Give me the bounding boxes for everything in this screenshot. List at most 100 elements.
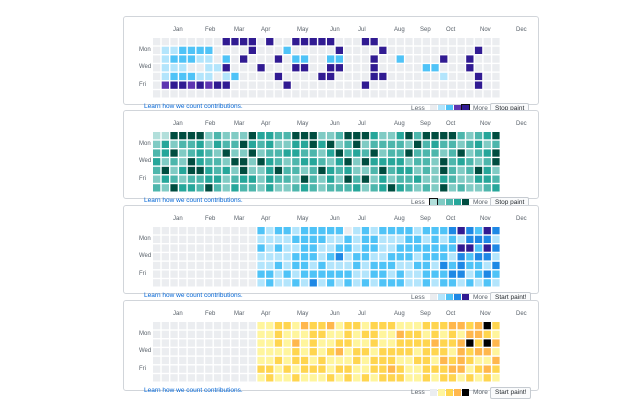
contribution-cell[interactable] [161, 322, 169, 330]
contribution-cell[interactable] [379, 158, 387, 166]
contribution-cell[interactable] [370, 348, 378, 356]
contribution-cell[interactable] [283, 46, 291, 54]
contribution-cell[interactable] [483, 270, 491, 278]
contribution-cell[interactable] [396, 235, 404, 243]
contribution-cell[interactable] [335, 72, 343, 81]
contribution-cell[interactable] [257, 339, 265, 347]
contribution-cell[interactable] [153, 279, 161, 287]
contribution-cell[interactable] [353, 253, 361, 261]
contribution-cell[interactable] [179, 322, 187, 330]
contribution-cell[interactable] [474, 374, 483, 382]
contribution-cell[interactable] [292, 235, 300, 243]
contribution-cell[interactable] [161, 253, 169, 261]
contribution-cell[interactable] [318, 64, 326, 72]
contribution-cell[interactable] [196, 166, 204, 175]
contribution-cell[interactable] [292, 64, 300, 72]
contribution-cell[interactable] [153, 166, 161, 175]
contribution-cell[interactable] [370, 81, 378, 89]
contribution-cell[interactable] [187, 38, 196, 46]
contribution-cell[interactable] [170, 64, 178, 72]
contribution-cell[interactable] [335, 261, 343, 270]
contribution-cell[interactable] [492, 244, 500, 252]
contribution-cell[interactable] [274, 261, 283, 270]
contribution-cell[interactable] [257, 132, 265, 140]
contribution-cell[interactable] [335, 348, 343, 356]
contribution-cell[interactable] [205, 175, 213, 183]
contribution-cell[interactable] [492, 90, 500, 98]
contribution-cell[interactable] [405, 184, 413, 192]
contribution-grid[interactable] [124, 301, 538, 391]
contribution-cell[interactable] [231, 356, 239, 365]
contribution-cell[interactable] [379, 72, 387, 81]
contribution-cell[interactable] [231, 72, 239, 81]
legend-swatch[interactable] [446, 293, 453, 301]
legend-swatch[interactable] [454, 104, 461, 112]
contribution-cell[interactable] [483, 72, 491, 81]
contribution-cell[interactable] [153, 175, 161, 183]
contribution-cell[interactable] [213, 175, 222, 183]
contribution-cell[interactable] [474, 227, 483, 235]
contribution-cell[interactable] [466, 64, 474, 72]
contribution-cell[interactable] [370, 244, 378, 252]
contribution-cell[interactable] [379, 261, 387, 270]
contribution-cell[interactable] [222, 365, 230, 373]
contribution-cell[interactable] [466, 270, 474, 278]
contribution-cell[interactable] [492, 38, 500, 46]
contribution-cell[interactable] [448, 244, 457, 252]
contribution-cell[interactable] [361, 356, 370, 365]
legend-swatches[interactable] [430, 293, 469, 301]
contribution-cell[interactable] [457, 140, 465, 148]
contribution-cell[interactable] [379, 374, 387, 382]
contribution-cell[interactable] [170, 158, 178, 166]
contribution-cell[interactable] [387, 235, 396, 243]
contribution-cell[interactable] [396, 253, 404, 261]
contribution-cell[interactable] [344, 175, 352, 183]
contribution-cell[interactable] [196, 235, 204, 243]
contribution-cell[interactable] [327, 184, 335, 192]
contribution-cell[interactable] [474, 235, 483, 243]
contribution-cell[interactable] [361, 339, 370, 347]
contribution-cell[interactable] [431, 175, 439, 183]
contribution-cell[interactable] [466, 175, 474, 183]
contribution-cell[interactable] [431, 365, 439, 373]
contribution-cell[interactable] [231, 55, 239, 63]
contribution-cell[interactable] [240, 374, 248, 382]
contribution-cell[interactable] [483, 227, 491, 235]
contribution-cell[interactable] [370, 322, 378, 330]
contribution-cell[interactable] [187, 356, 196, 365]
contribution-cell[interactable] [161, 46, 169, 54]
contribution-cell[interactable] [213, 55, 222, 63]
contribution-cell[interactable] [300, 64, 309, 72]
contribution-cell[interactable] [387, 348, 396, 356]
contribution-cell[interactable] [474, 270, 483, 278]
contribution-cell[interactable] [248, 166, 256, 175]
contribution-cell[interactable] [405, 166, 413, 175]
contribution-cell[interactable] [414, 365, 422, 373]
contribution-cell[interactable] [170, 149, 178, 157]
contribution-cell[interactable] [335, 81, 343, 89]
contribution-cell[interactable] [292, 72, 300, 81]
contribution-cell[interactable] [405, 227, 413, 235]
contribution-cell[interactable] [292, 348, 300, 356]
contribution-cell[interactable] [396, 244, 404, 252]
contribution-cell[interactable] [457, 81, 465, 89]
contribution-cell[interactable] [361, 175, 370, 183]
contribution-cell[interactable] [309, 81, 317, 89]
contribution-cell[interactable] [396, 365, 404, 373]
contribution-cell[interactable] [370, 64, 378, 72]
contribution-cell[interactable] [457, 90, 465, 98]
contribution-cell[interactable] [309, 46, 317, 54]
contribution-cell[interactable] [222, 132, 230, 140]
contribution-cell[interactable] [387, 55, 396, 63]
contribution-cell[interactable] [300, 279, 309, 287]
contribution-cell[interactable] [248, 175, 256, 183]
contribution-cell[interactable] [361, 72, 370, 81]
legend-swatches[interactable] [430, 388, 469, 396]
contribution-cell[interactable] [213, 158, 222, 166]
contribution-cell[interactable] [396, 81, 404, 89]
contribution-cell[interactable] [492, 279, 500, 287]
contribution-cell[interactable] [196, 132, 204, 140]
contribution-cell[interactable] [448, 72, 457, 81]
contribution-cell[interactable] [335, 339, 343, 347]
contribution-cell[interactable] [414, 244, 422, 252]
